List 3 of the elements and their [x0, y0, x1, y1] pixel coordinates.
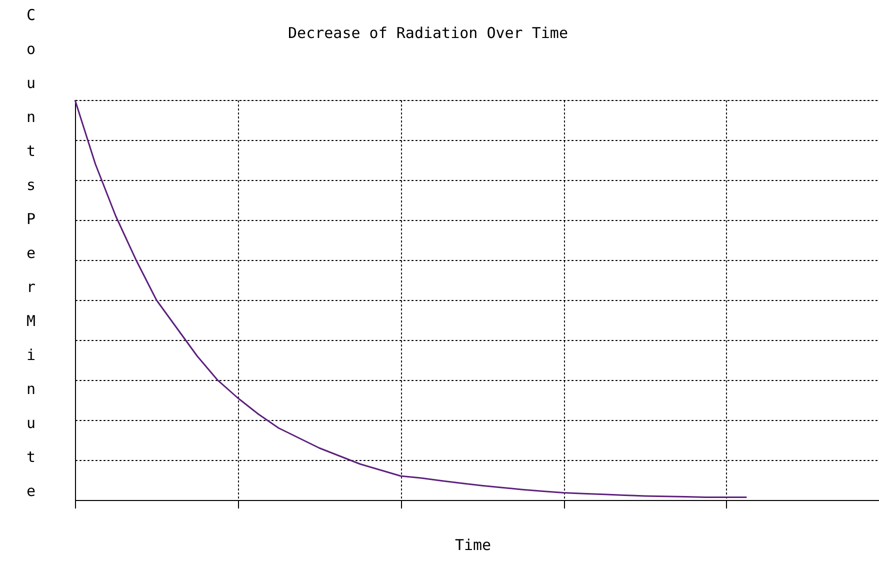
x-axis-title: Time: [454, 536, 492, 554]
text: Counts Per Minute: [26, 6, 36, 500]
chart-title: Decrease of Radiation Over Time: [288, 24, 568, 42]
